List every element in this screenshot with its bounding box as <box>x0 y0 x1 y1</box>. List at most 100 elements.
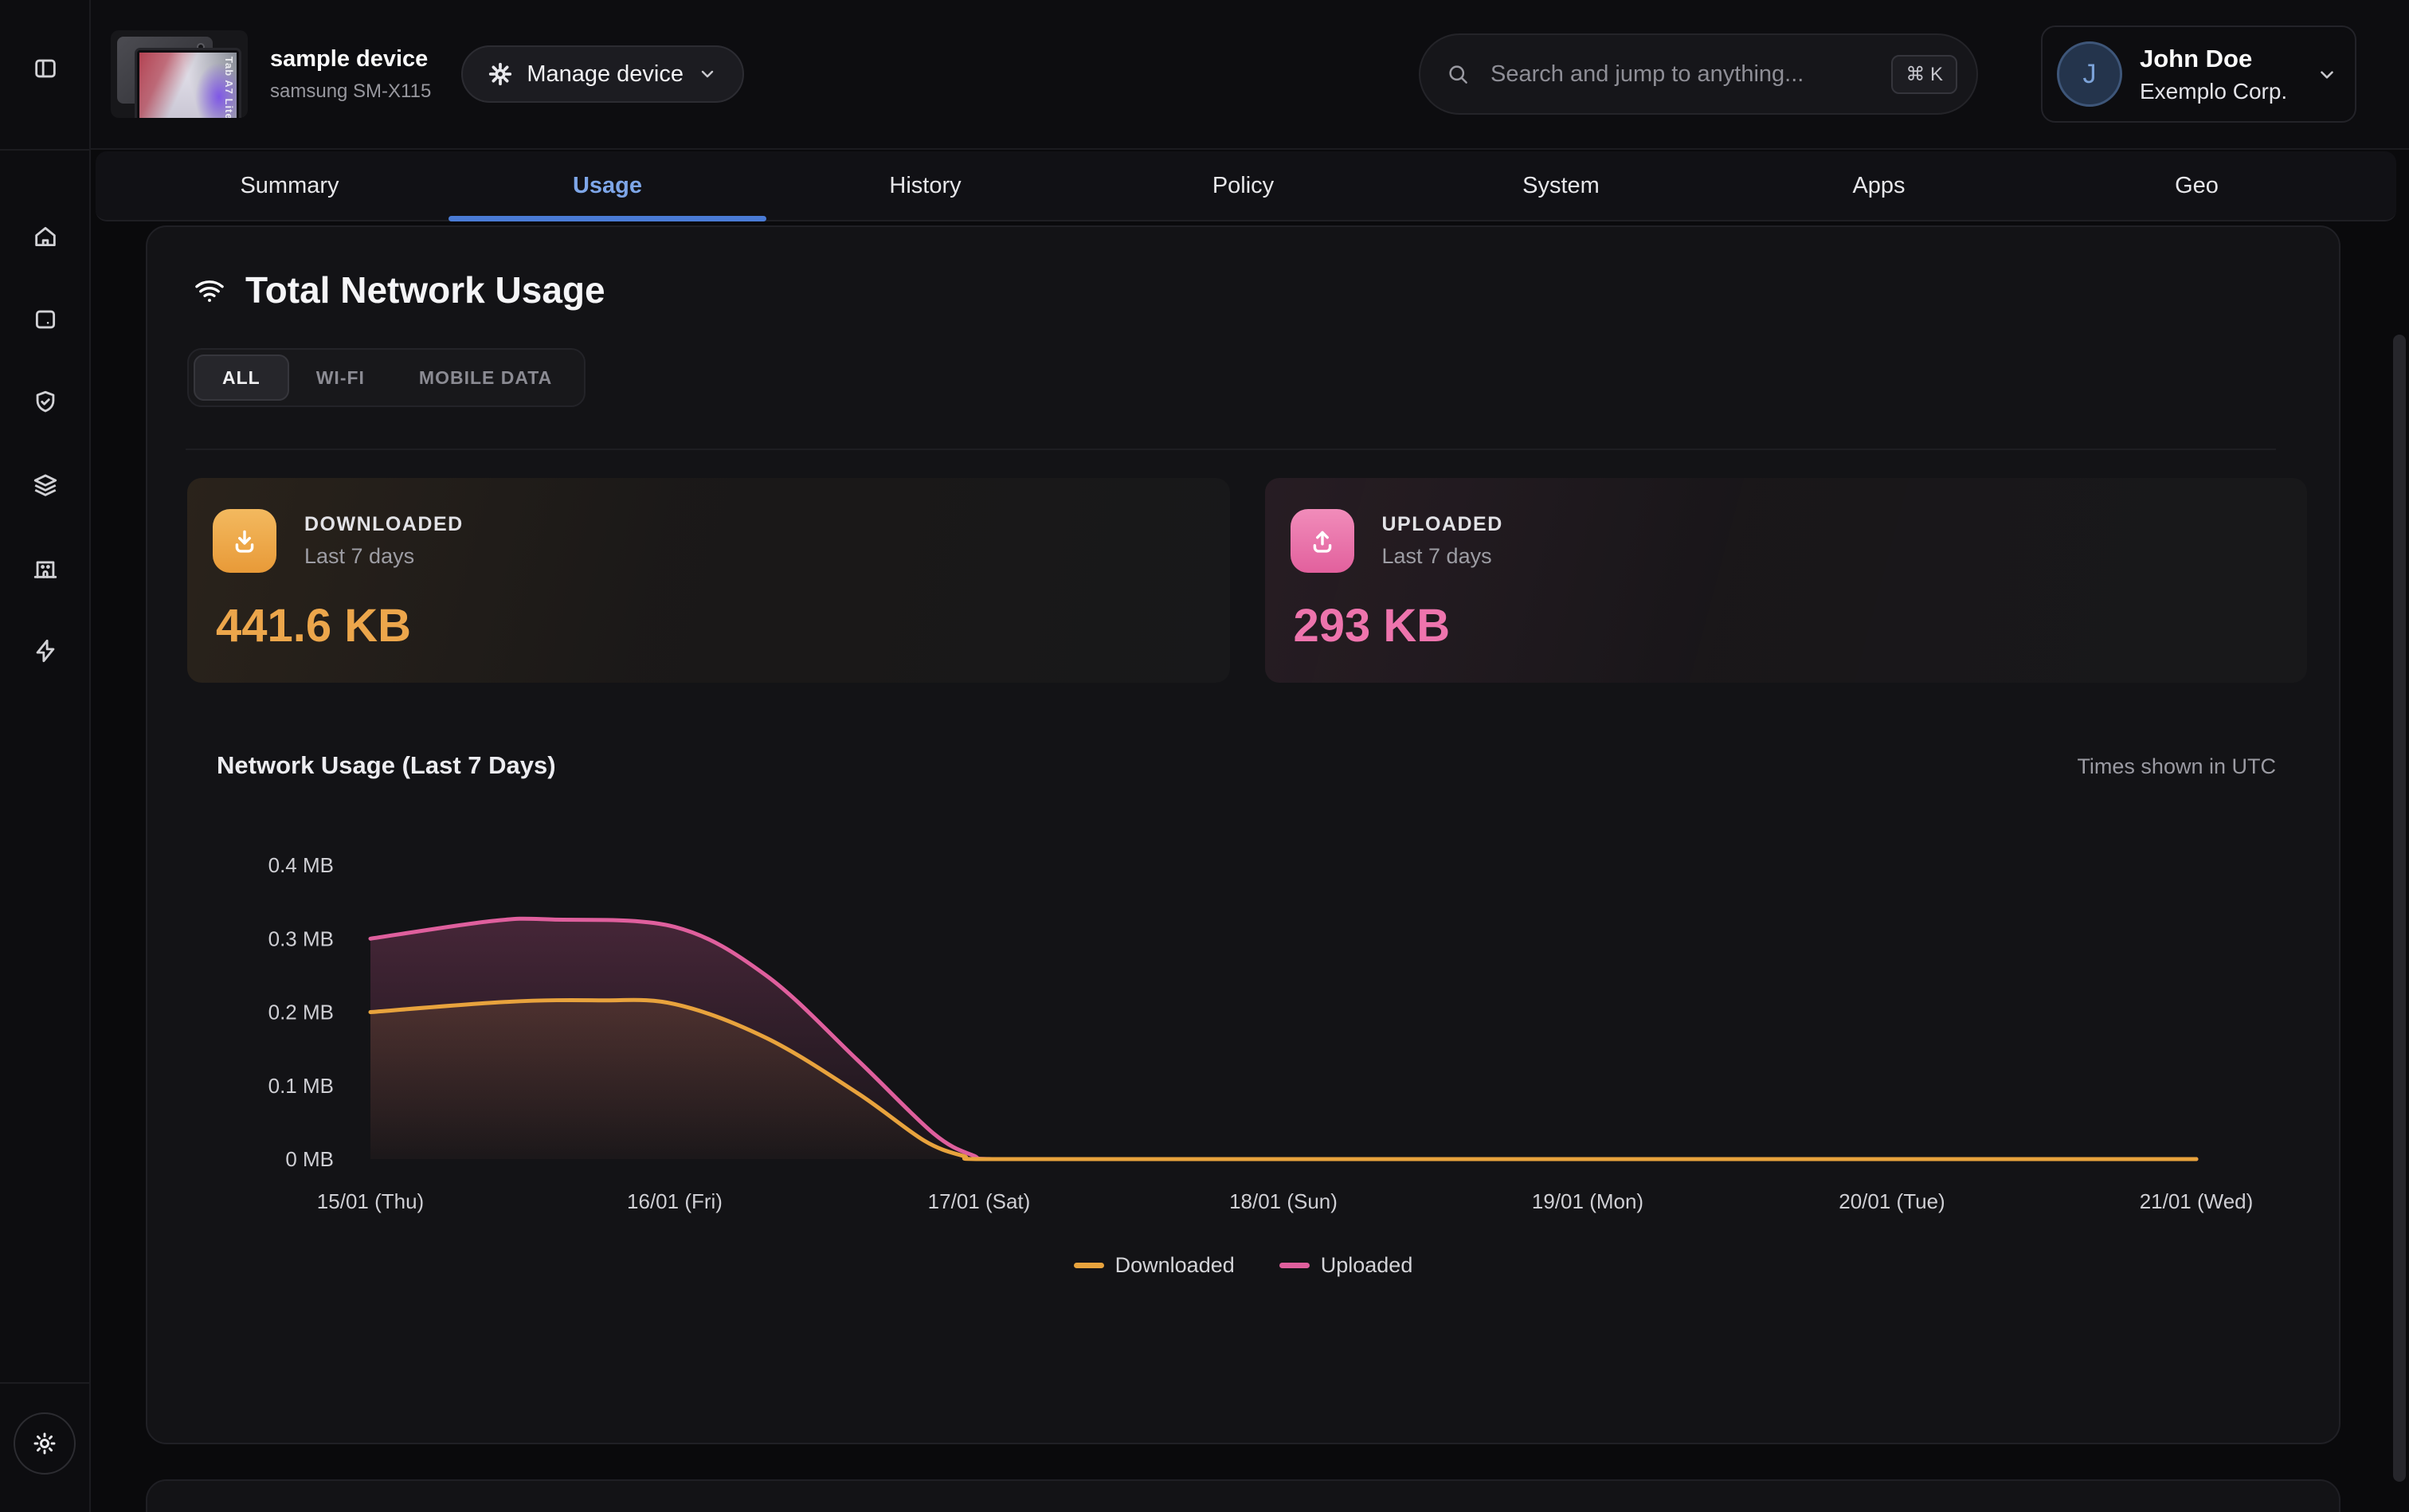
user-org: Exemplo Corp. <box>2140 79 2287 104</box>
upload-icon <box>1291 509 1354 573</box>
search-shortcut-badge: ⌘ K <box>1891 55 1957 94</box>
sidebar-divider-bottom <box>0 1382 89 1384</box>
uploaded-value: 293 KB <box>1294 599 1451 652</box>
y-axis-tick: 0.2 MB <box>268 1001 334 1024</box>
tab-label: History <box>889 173 961 199</box>
uploaded-period: Last 7 days <box>1382 544 1492 569</box>
chevron-down-icon <box>2317 65 2336 84</box>
device-model: samsung SM-X115 <box>270 80 431 103</box>
search-icon <box>1446 62 1470 86</box>
tab-label: Policy <box>1212 173 1274 199</box>
tab-policy[interactable]: Policy <box>1084 151 1402 220</box>
sidebar-toggle-button[interactable] <box>22 45 69 92</box>
filter-all[interactable]: ALL <box>194 354 289 401</box>
shield-check-icon <box>32 389 59 416</box>
legend-label: Uploaded <box>1321 1253 1413 1278</box>
gear-icon <box>488 62 512 86</box>
line-uploaded <box>370 919 2196 1159</box>
tab-summary[interactable]: Summary <box>131 151 449 220</box>
chart-legend: Downloaded Uploaded <box>147 1253 2339 1278</box>
filter-wi-fi[interactable]: WI-FI <box>289 354 392 401</box>
sidebar-item-organization[interactable] <box>22 544 69 592</box>
section-title: Total Network Usage <box>245 268 605 311</box>
home-icon <box>32 223 59 250</box>
area-uploaded <box>370 919 2196 1159</box>
sidebar-divider-top <box>0 149 89 151</box>
legend-item-downloaded: Downloaded <box>1074 1253 1235 1278</box>
device-thumbnail: Tab A7 Lite <box>111 30 248 118</box>
line-downloaded <box>370 1000 2196 1159</box>
theme-toggle-button[interactable] <box>14 1412 76 1475</box>
downloaded-value: 441.6 KB <box>216 599 411 652</box>
tab-history[interactable]: History <box>766 151 1084 220</box>
tab-label: Geo <box>2175 173 2219 199</box>
device-thumbnail-label: Tab A7 Lite <box>223 57 235 118</box>
downloaded-label: DOWNLOADED <box>304 513 464 536</box>
downloaded-period: Last 7 days <box>304 544 414 569</box>
x-axis-tick: 21/01 (Wed) <box>2140 1189 2254 1213</box>
legend-swatch <box>1074 1263 1104 1268</box>
panel-left-icon <box>32 55 59 82</box>
chart-timezone-note: Times shown in UTC <box>2077 754 2276 779</box>
chart-title: Network Usage (Last 7 Days) <box>217 751 556 780</box>
sidebar-item-security[interactable] <box>22 378 69 426</box>
y-axis-tick: 0.4 MB <box>268 853 334 877</box>
tab-geo[interactable]: Geo <box>2038 151 2356 220</box>
sidebar-item-home[interactable] <box>22 213 69 260</box>
y-axis-tick: 0.3 MB <box>268 926 334 950</box>
tab-usage[interactable]: Usage <box>449 151 766 220</box>
tablet-icon <box>32 306 59 333</box>
sidebar-item-policies[interactable] <box>22 461 69 509</box>
device-info: sample device samsung SM-X115 <box>270 46 431 103</box>
tab-bar: Summary Usage History Policy System Apps Geo <box>96 151 2396 221</box>
device-thumbnail-front-tablet: Tab A7 Lite <box>135 48 241 118</box>
next-section-card <box>146 1479 2340 1512</box>
card-title-row: Total Network Usage <box>193 268 605 311</box>
tab-label: Apps <box>1852 173 1905 199</box>
legend-label: Downloaded <box>1115 1253 1235 1278</box>
download-icon <box>213 509 276 573</box>
tab-apps[interactable]: Apps <box>1720 151 2038 220</box>
tab-system[interactable]: System <box>1402 151 1720 220</box>
vertical-scrollbar-thumb[interactable] <box>2393 335 2406 1482</box>
x-axis-tick: 15/01 (Thu) <box>317 1189 424 1213</box>
tab-label: System <box>1522 173 1600 199</box>
sidebar-item-devices[interactable] <box>22 296 69 343</box>
avatar: J <box>2057 41 2122 107</box>
sun-icon <box>32 1431 57 1456</box>
zap-icon <box>32 637 59 664</box>
total-network-usage-card: Total Network Usage ALLWI-FIMOBILE DATA … <box>146 225 2340 1444</box>
filter-mobile-data[interactable]: MOBILE DATA <box>392 354 579 401</box>
legend-swatch <box>1279 1263 1310 1268</box>
legend-item-uploaded: Uploaded <box>1279 1253 1413 1278</box>
global-search[interactable]: ⌘ K <box>1419 33 1978 115</box>
wifi-icon <box>193 273 226 307</box>
tab-label: Summary <box>240 173 339 199</box>
user-menu[interactable]: J John Doe Exemplo Corp. <box>2041 25 2356 123</box>
active-tab-underline <box>449 216 766 221</box>
building-icon <box>32 554 59 582</box>
sidebar-item-actions[interactable] <box>22 627 69 675</box>
search-input[interactable] <box>1490 61 1891 88</box>
manage-device-button[interactable]: Manage device <box>461 45 744 103</box>
chart-head: Network Usage (Last 7 Days) Times shown … <box>217 751 2276 780</box>
downloaded-stat-card: DOWNLOADED Last 7 days 441.6 KB <box>187 478 1230 683</box>
sidebar <box>0 0 91 1512</box>
user-name: John Doe <box>2140 45 2287 73</box>
y-axis-tick: 0.1 MB <box>268 1074 334 1098</box>
y-axis-tick: 0 MB <box>285 1147 334 1171</box>
x-axis-tick: 17/01 (Sat) <box>928 1189 1031 1213</box>
network-filter: ALLWI-FIMOBILE DATA <box>187 348 586 407</box>
uploaded-label: UPLOADED <box>1382 513 1503 536</box>
card-divider <box>186 449 2276 450</box>
area-downloaded <box>370 1000 2196 1159</box>
user-text: John Doe Exemplo Corp. <box>2140 45 2287 104</box>
device-name: sample device <box>270 46 431 72</box>
layers-icon <box>32 472 59 499</box>
device-thumbnail-screen <box>139 53 237 118</box>
tab-label: Usage <box>573 173 642 199</box>
x-axis-tick: 19/01 (Mon) <box>1532 1189 1643 1213</box>
x-axis-tick: 20/01 (Tue) <box>1839 1189 1945 1213</box>
stat-row: DOWNLOADED Last 7 days 441.6 KB UPLOADED… <box>187 478 2307 683</box>
chevron-down-icon <box>698 65 717 84</box>
